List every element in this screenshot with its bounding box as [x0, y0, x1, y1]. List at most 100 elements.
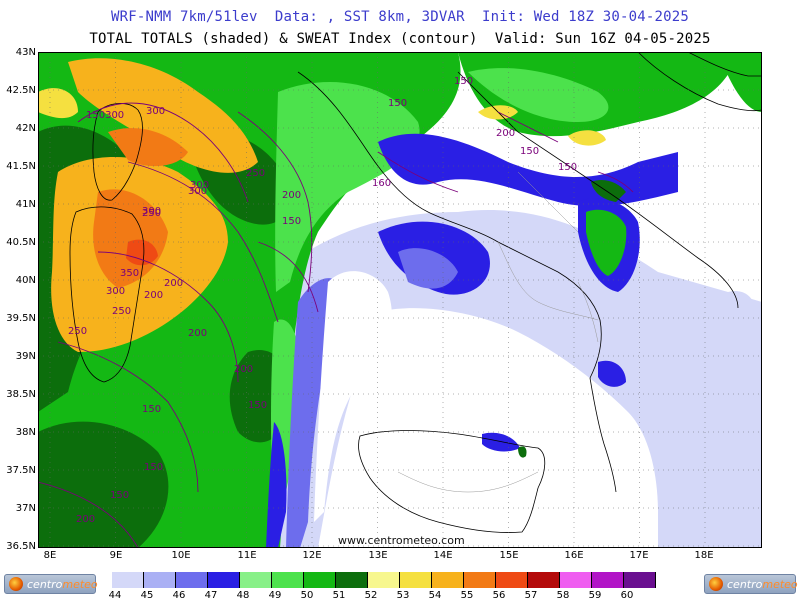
logo-text: centrometeo	[27, 578, 98, 591]
lon-label: 10E	[171, 550, 191, 561]
lat-label: 42.5N	[6, 85, 36, 96]
sweat-contours	[38, 102, 634, 548]
map-canvas: 300 150300 300 300 300 250 250 200 150 2…	[38, 52, 762, 548]
legend-tick-label: 57	[524, 590, 538, 601]
contour-label: 200	[188, 328, 207, 339]
contour-label: 150	[248, 400, 267, 411]
logo-sun-icon	[9, 577, 23, 591]
contour-label: 300	[188, 186, 207, 197]
legend-color-box	[208, 572, 240, 588]
contour-label: 160	[372, 178, 391, 189]
contour-label: 200	[282, 190, 301, 201]
map-frame	[38, 52, 762, 548]
contour-label: 150	[142, 404, 161, 415]
website-watermark: www.centrometeo.com	[338, 534, 465, 547]
contour-label: 200	[144, 290, 163, 301]
lon-label: 8E	[43, 550, 57, 561]
legend-tick-label: 44	[108, 590, 122, 601]
lat-label: 38.5N	[6, 389, 36, 400]
lon-label: 13E	[368, 550, 388, 561]
contour-label: 200	[76, 514, 95, 525]
legend-color-box	[112, 572, 144, 588]
lat-label: 41.5N	[6, 161, 36, 172]
lat-label: 40.5N	[6, 237, 36, 248]
contour-label: 300	[106, 286, 125, 297]
legend-color-box	[304, 572, 336, 588]
legend-color-box	[464, 572, 496, 588]
lat-label: 43N	[15, 47, 36, 58]
contour-label: 150	[520, 146, 539, 157]
legend-color-box	[560, 572, 592, 588]
lon-label: 17E	[629, 550, 649, 561]
legend-tick-label: 58	[556, 590, 570, 601]
sweat-contour-labels: 300 150300 300 300 300 250 250 200 150 2…	[68, 76, 577, 525]
graticule	[38, 52, 762, 548]
weather-map: 300 150300 300 300 300 250 250 200 150 2…	[38, 52, 762, 548]
contour-label: 200	[496, 128, 515, 139]
legend-color-box	[624, 572, 656, 588]
contour-label: 250	[112, 306, 131, 317]
total-totals-shading	[38, 52, 762, 548]
centrometeo-logo-right: centrometeo	[704, 574, 798, 594]
contour-label: 200	[164, 278, 183, 289]
color-scale-legend	[112, 572, 656, 588]
contour-label: 150300	[86, 110, 124, 121]
legend-color-box	[528, 572, 560, 588]
contour-label: 300	[142, 206, 161, 217]
legend-tick-label: 53	[396, 590, 410, 601]
legend-tick-label: 51	[332, 590, 346, 601]
legend-tick-label: 48	[236, 590, 250, 601]
legend-color-box	[592, 572, 624, 588]
contour-label: 250	[142, 208, 161, 219]
legend-tick-label: 45	[140, 590, 154, 601]
lat-label: 36.5N	[6, 541, 36, 552]
legend-tick-label: 49	[268, 590, 282, 601]
contour-label: 300	[146, 106, 165, 117]
legend-tick-label: 52	[364, 590, 378, 601]
region-borders	[397, 171, 599, 493]
lon-label: 16E	[564, 550, 584, 561]
contour-label: 150	[388, 98, 407, 109]
legend-tick-label: 50	[300, 590, 314, 601]
product-header: TOTAL TOTALS (shaded) & SWEAT Index (con…	[89, 31, 711, 47]
contour-label: 350	[120, 268, 139, 279]
contour-label: 150	[558, 162, 577, 173]
lat-label: 41N	[15, 199, 36, 210]
coastlines	[69, 52, 762, 533]
model-header: WRF-NMM 7km/51lev Data: , SST 8km, 3DVAR…	[110, 9, 690, 25]
lat-label: 38N	[15, 427, 36, 438]
lat-label: 39N	[15, 351, 36, 362]
centrometeo-logo-left: centrometeo	[4, 574, 98, 594]
legend-tick-label: 56	[492, 590, 506, 601]
legend-tick-label: 60	[620, 590, 634, 601]
legend-color-box	[400, 572, 432, 588]
legend-tick-label: 54	[428, 590, 442, 601]
contour-label: 250	[246, 168, 265, 179]
lon-label: 14E	[433, 550, 453, 561]
legend-tick-label: 46	[172, 590, 186, 601]
contour-label: 200	[234, 364, 253, 375]
contour-label: 300	[190, 180, 209, 191]
lon-label: 18E	[694, 550, 714, 561]
legend-color-box	[496, 572, 528, 588]
lon-label: 15E	[499, 550, 519, 561]
legend-color-box	[272, 572, 304, 588]
lat-label: 40N	[15, 275, 36, 286]
contour-label: 150	[144, 462, 163, 473]
legend-tick-label: 55	[460, 590, 474, 601]
lat-label: 37.5N	[6, 465, 36, 476]
legend-color-box	[432, 572, 464, 588]
contour-label: 150	[110, 490, 129, 501]
legend-color-box	[368, 572, 400, 588]
lon-label: 11E	[237, 550, 257, 561]
legend-color-box	[240, 572, 272, 588]
legend-tick-label: 47	[204, 590, 218, 601]
legend-tick-label: 59	[588, 590, 602, 601]
contour-label: 150	[282, 216, 301, 227]
logo-sun-icon	[709, 577, 723, 591]
legend-color-box	[176, 572, 208, 588]
legend-color-box	[336, 572, 368, 588]
contour-label: 150	[454, 76, 473, 87]
lon-label: 12E	[302, 550, 322, 561]
legend-color-box	[144, 572, 176, 588]
